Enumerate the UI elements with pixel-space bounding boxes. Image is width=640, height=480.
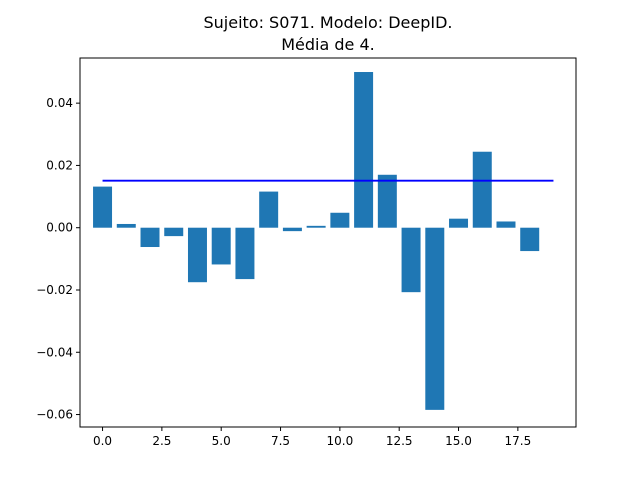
bar-2: [140, 227, 160, 248]
x-axis: 0.0 2.5 5.0 7.5 10.0 12.5 15.0 17.5: [93, 427, 531, 448]
bar-1: [116, 223, 136, 228]
bar-16: [472, 151, 492, 228]
chart-title-line-2: Média de 4.: [281, 35, 375, 54]
x-tick-label-5: 12.5: [386, 434, 413, 448]
bar-11: [354, 72, 374, 228]
bar-15: [449, 218, 469, 228]
bars-group: [93, 72, 540, 410]
y-axis: −0.06 −0.04 −0.02 0.00 0.02 0.04: [36, 96, 80, 422]
x-tick-label-4: 10.0: [327, 434, 354, 448]
bar-4: [187, 227, 207, 283]
y-tick-label-5: 0.04: [46, 96, 73, 110]
bar-12: [377, 174, 397, 228]
bar-10: [330, 212, 350, 228]
plot-frame: [79, 57, 577, 428]
x-tick-label-1: 2.5: [152, 434, 171, 448]
y-tick-label-1: −0.04: [36, 345, 73, 359]
y-tick-label-3: 0.00: [46, 221, 73, 235]
x-tick-label-7: 17.5: [504, 434, 531, 448]
y-tick-label-4: 0.02: [46, 158, 73, 172]
bar-18: [520, 227, 540, 252]
x-tick-label-2: 5.0: [212, 434, 231, 448]
x-tick-label-6: 15.0: [445, 434, 472, 448]
bar-8: [282, 227, 302, 232]
x-tick-label-3: 7.5: [271, 434, 290, 448]
bar-0: [93, 186, 113, 228]
bar-6: [235, 227, 255, 280]
bar-5: [211, 227, 231, 265]
y-tick-label-0: −0.06: [36, 408, 73, 422]
bar-14: [425, 227, 445, 410]
x-tick-label-0: 0.0: [93, 434, 112, 448]
bar-9: [306, 225, 326, 228]
bar-7: [259, 191, 279, 228]
bar-17: [496, 221, 516, 228]
y-tick-label-2: −0.02: [36, 283, 73, 297]
bar-13: [401, 227, 421, 293]
bar-3: [164, 227, 184, 237]
chart-title-line-1: Sujeito: S071. Modelo: DeepID.: [203, 13, 452, 32]
